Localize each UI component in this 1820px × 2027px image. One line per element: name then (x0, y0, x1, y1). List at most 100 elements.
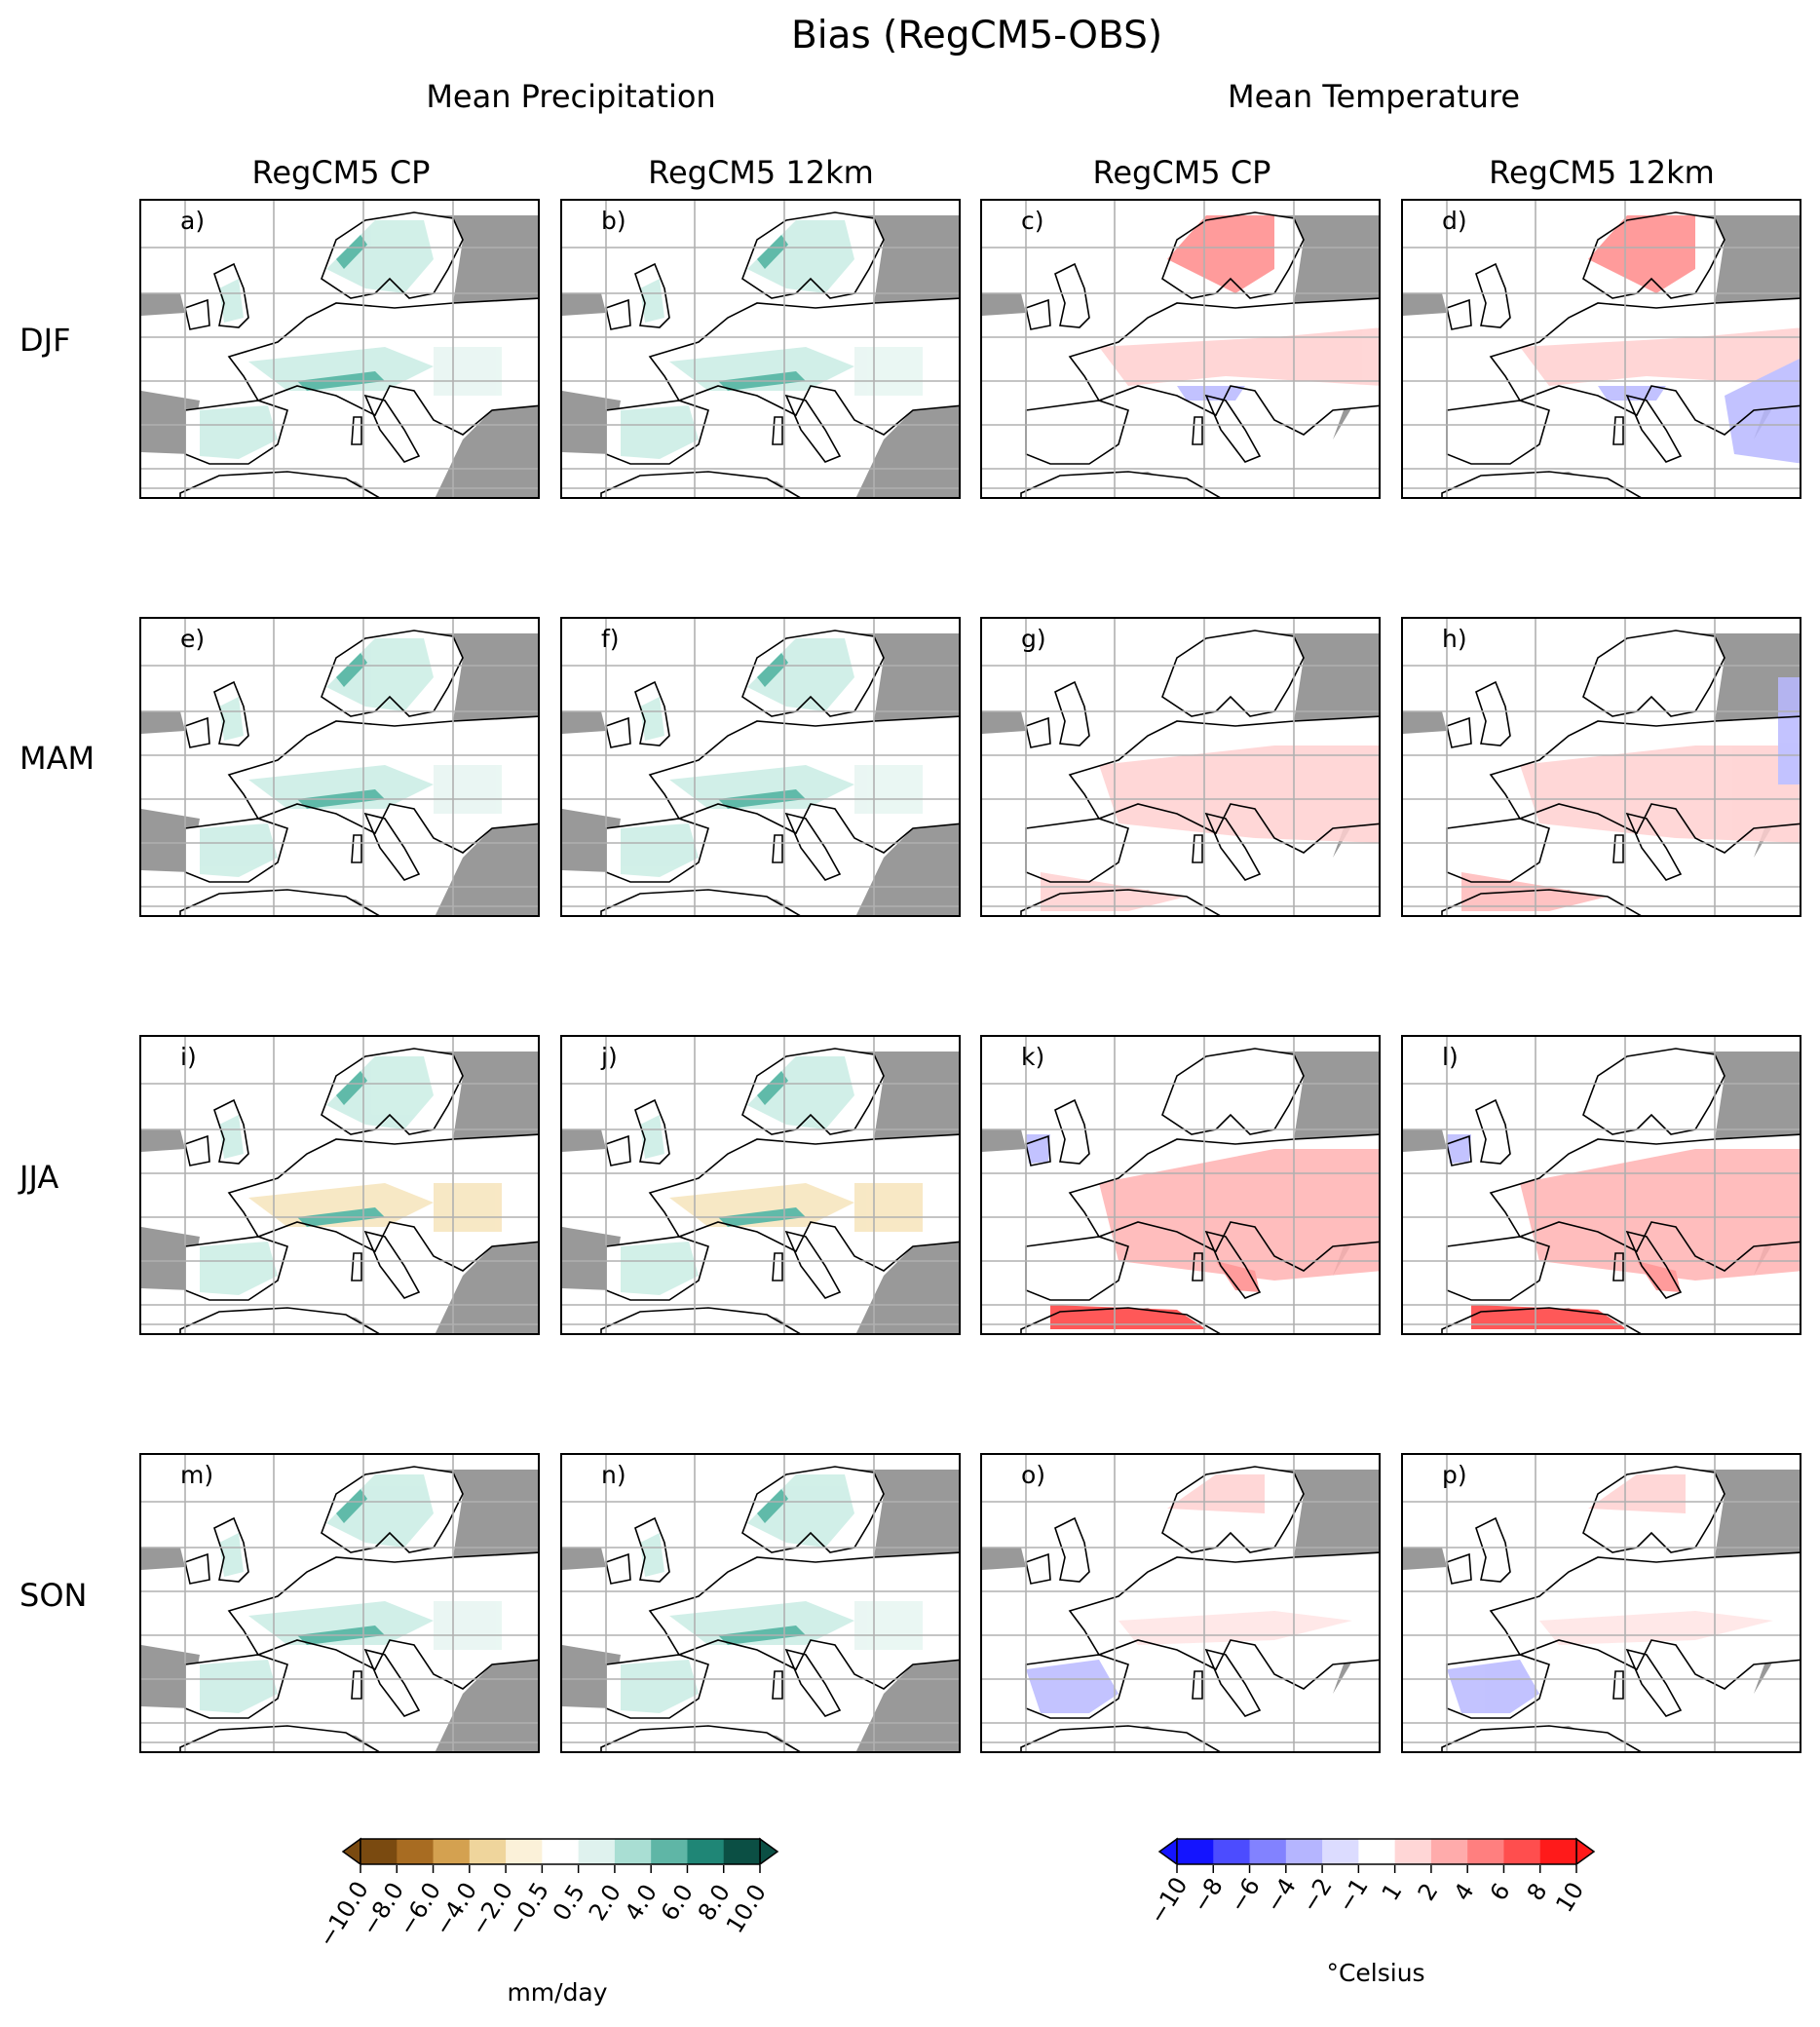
land-region (1583, 1049, 1725, 1134)
coastline (634, 1098, 670, 1165)
masked-region (1403, 1548, 1447, 1570)
coastline (363, 1648, 421, 1717)
coastline (1612, 1252, 1624, 1281)
land-region (606, 300, 630, 329)
map-panel: h) (1401, 617, 1801, 917)
coastline (1192, 1670, 1203, 1700)
panel-label: l) (1442, 1043, 1459, 1071)
coastline (1204, 394, 1262, 463)
land-region (1162, 631, 1304, 716)
land-region (1026, 1554, 1050, 1584)
coastline (1054, 1516, 1090, 1583)
temp-colorbar (1157, 1837, 1596, 1866)
coastline (1612, 416, 1624, 445)
coastline (227, 715, 538, 854)
land-region (1162, 1049, 1304, 1134)
coastline (605, 298, 631, 330)
coastline (600, 1725, 801, 1751)
temperature-bias-field (1447, 1134, 1800, 1329)
map-panel: e) (139, 617, 540, 917)
land-region (1026, 1237, 1128, 1300)
colorbar-tick-label: −6 (1223, 1873, 1266, 1918)
coastline (1446, 298, 1472, 330)
masked-region (854, 215, 959, 303)
colorbar-segment (1285, 1839, 1323, 1864)
land-region (365, 814, 419, 880)
colorbar-frame (360, 1838, 761, 1865)
coastline (605, 1654, 709, 1719)
masked-region (1695, 215, 1800, 303)
coastline (184, 1236, 288, 1301)
column-title-temp-cp: RegCM5 CP (1092, 154, 1271, 191)
colorbar-segment (1322, 1839, 1359, 1864)
land-region (180, 472, 379, 497)
land-region (773, 417, 782, 444)
masked-region (1274, 633, 1379, 721)
land-region (773, 1671, 782, 1699)
coastline (605, 1552, 631, 1585)
colorbar-segment (1539, 1839, 1577, 1864)
coastline (1054, 1098, 1090, 1165)
panel-label: n) (601, 1461, 626, 1489)
masked-region (1403, 293, 1447, 316)
masked-region (854, 1052, 959, 1139)
land-region (1026, 401, 1128, 464)
coastline (1020, 889, 1221, 915)
colorbar-tick-label: 1 (1376, 1878, 1408, 1906)
map-panel: i) (139, 1035, 540, 1335)
masked-region (434, 215, 538, 303)
land-region (1447, 401, 1549, 464)
coastline (1489, 297, 1800, 436)
colorbar-segment (397, 1839, 435, 1864)
coastline (184, 1552, 210, 1585)
map-panel: c) (980, 199, 1381, 499)
coastline (600, 471, 801, 497)
map-canvas (1403, 619, 1800, 915)
map-canvas (1403, 1455, 1800, 1751)
map-canvas (562, 201, 959, 497)
panel-label: d) (1442, 207, 1467, 235)
coastline (213, 680, 249, 746)
masked-region (1274, 1052, 1379, 1139)
coastline (634, 1516, 670, 1583)
temperature-bias-field (1026, 1134, 1379, 1329)
coastline (179, 471, 380, 497)
coastline (179, 1307, 380, 1333)
masked-region (982, 711, 1026, 734)
coastline (634, 262, 670, 328)
colorbar-tick-label: −8 (1187, 1873, 1230, 1918)
land-region (1476, 1518, 1510, 1582)
masked-region (562, 1129, 606, 1152)
colorbar-segment (360, 1839, 398, 1864)
land-region (1055, 1100, 1089, 1164)
coastline (1192, 834, 1203, 863)
panel-label: a) (180, 207, 206, 235)
panel-label: p) (1442, 1461, 1467, 1489)
land-region (1193, 835, 1202, 862)
land-region (365, 1232, 419, 1298)
coastline (600, 1307, 801, 1333)
coastline (1068, 1133, 1379, 1272)
land-region (606, 1554, 630, 1584)
masked-region (141, 1129, 185, 1152)
colorbar-tick-marks (1176, 1865, 1577, 1873)
map-canvas (141, 201, 538, 497)
map-canvas (562, 1037, 959, 1333)
masked-region (1695, 1052, 1800, 1139)
colorbar-tick-label: 6 (1485, 1878, 1517, 1906)
colorbar-segment (469, 1839, 507, 1864)
group-title-temperature: Mean Temperature (1227, 78, 1521, 115)
coastline (1192, 416, 1203, 445)
coastline (184, 298, 210, 330)
land-region (601, 472, 800, 497)
colorbar-extend-min (1157, 1837, 1178, 1866)
colorbar-segment (1213, 1839, 1251, 1864)
panel-label: o) (1021, 1461, 1046, 1489)
land-region (1055, 1518, 1089, 1582)
colorbar-segment (542, 1839, 580, 1864)
map-panel: n) (560, 1453, 961, 1753)
coastline (772, 834, 783, 863)
land-region (601, 1308, 800, 1333)
masked-region (434, 1470, 538, 1557)
coastline (605, 1236, 709, 1301)
